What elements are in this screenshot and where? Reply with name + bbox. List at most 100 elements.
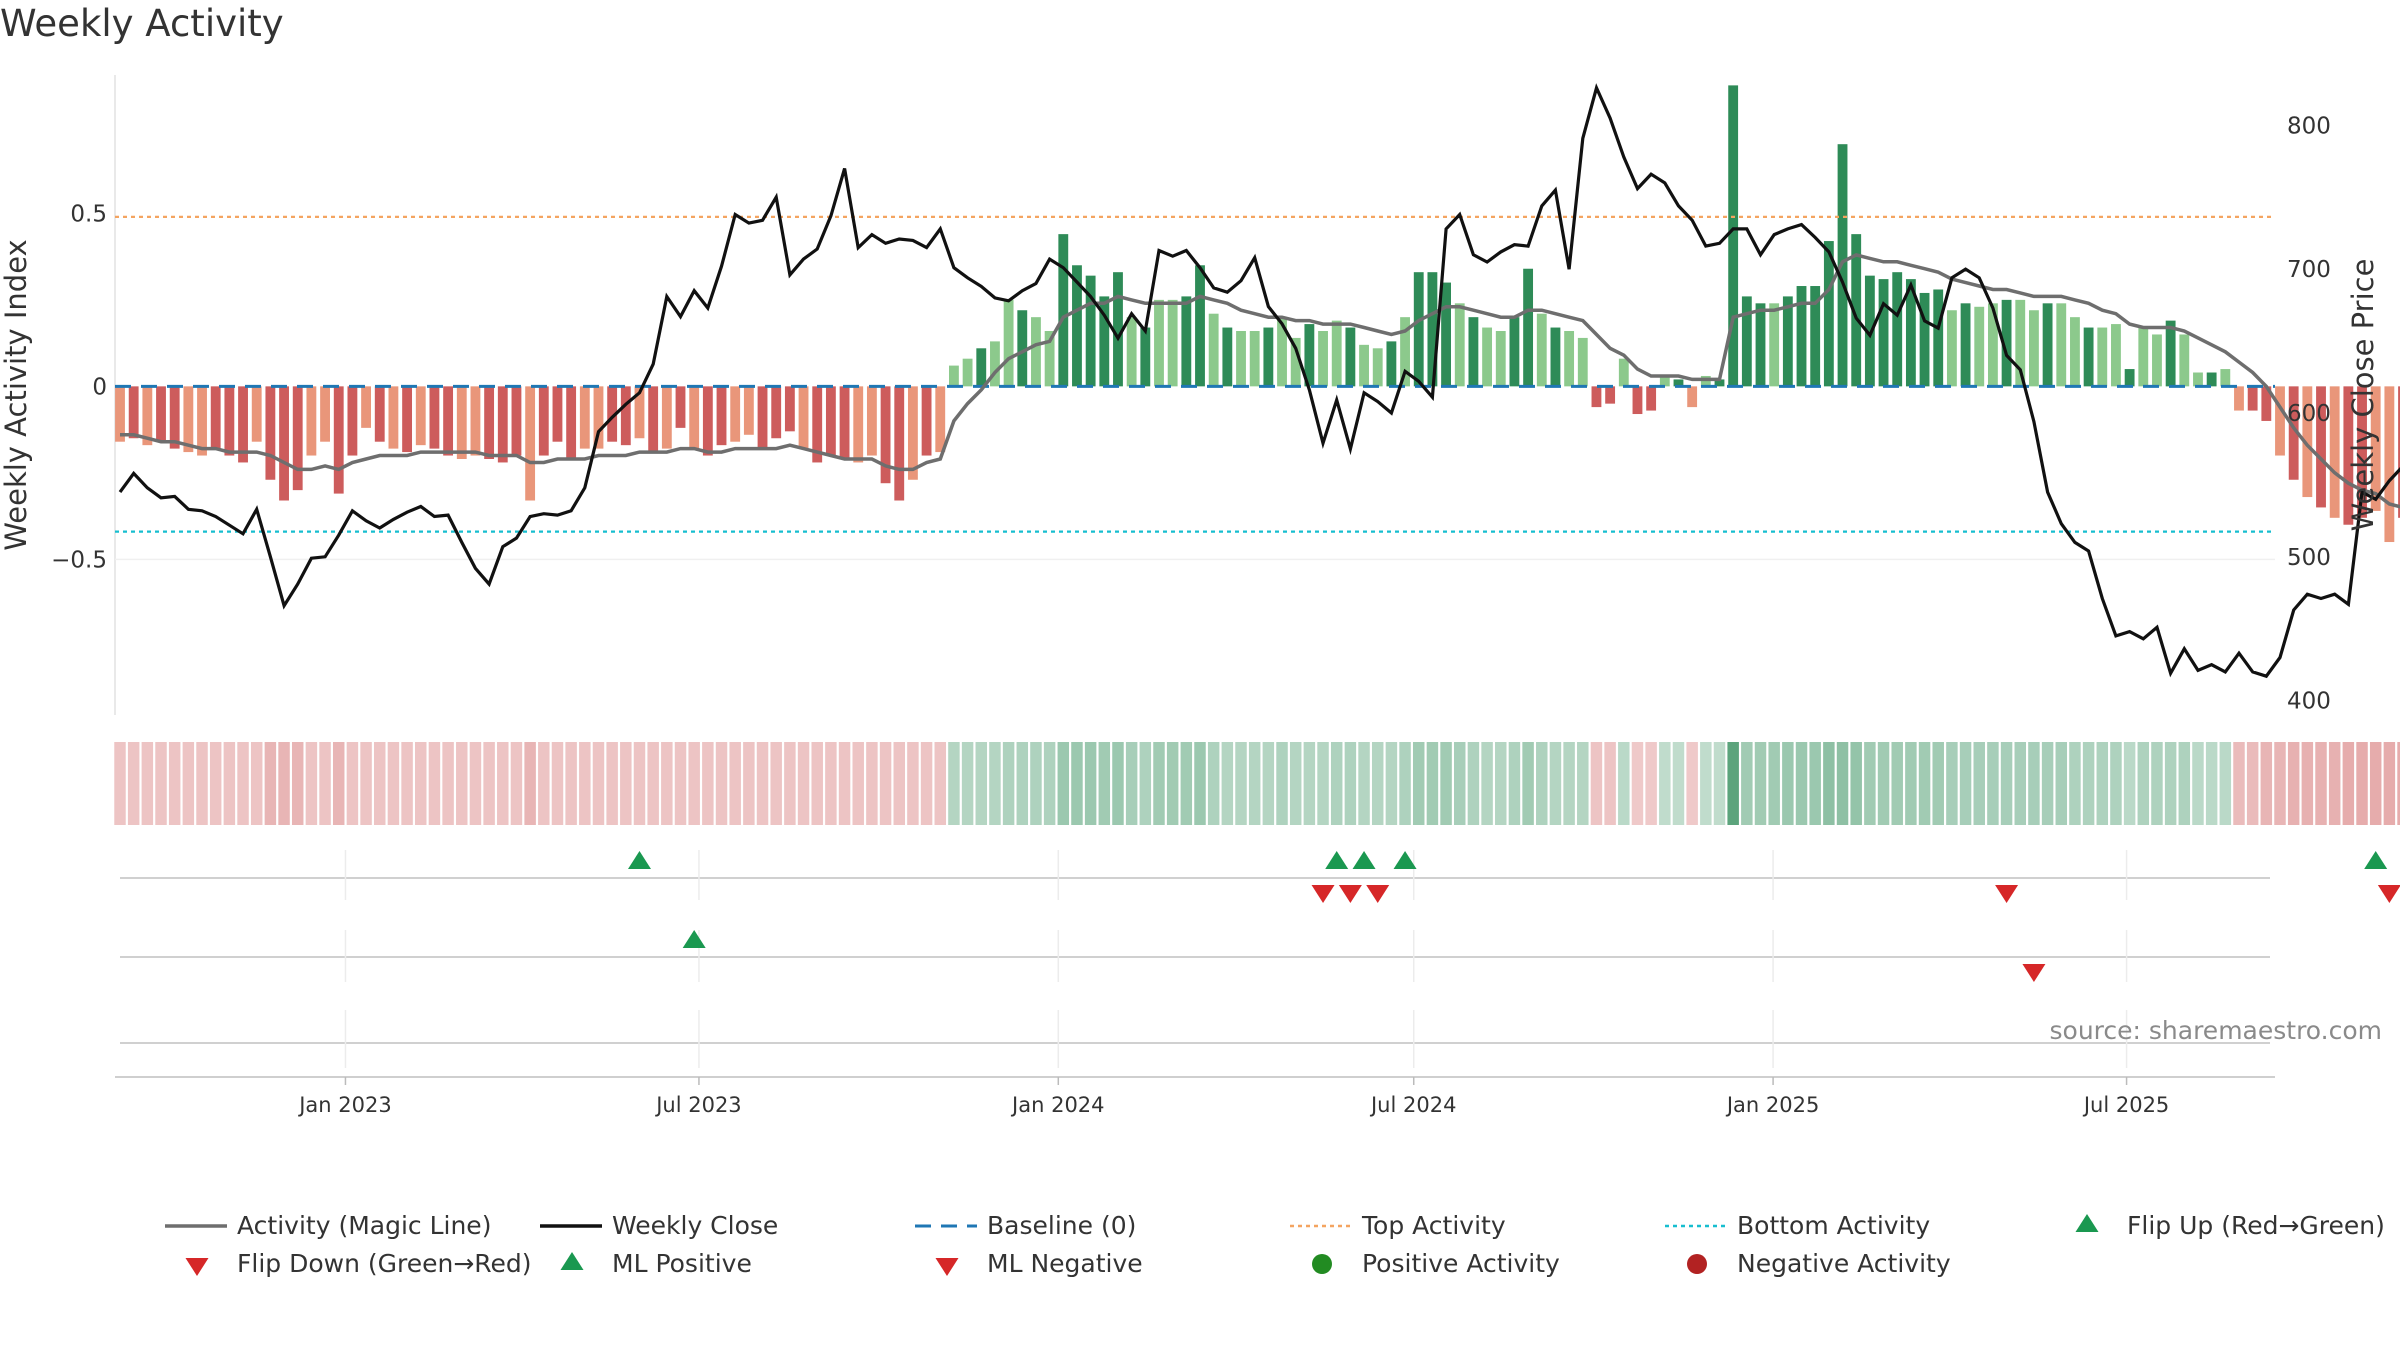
heat-cell	[2328, 742, 2341, 825]
heat-cell	[2205, 742, 2218, 825]
heat-cell	[1180, 742, 1193, 825]
activity-bar	[2111, 324, 2121, 387]
activity-bar	[1673, 379, 1684, 387]
legend-item: ML Positive	[560, 1249, 752, 1278]
heat-cell	[811, 742, 823, 825]
activity-bar	[2001, 299, 2012, 387]
legend-label: Negative Activity	[1737, 1249, 1951, 1278]
flip-down-marker	[1311, 885, 1335, 903]
legend-item: Weekly Close	[540, 1211, 778, 1240]
heat-cell	[688, 742, 700, 825]
activity-bar	[634, 386, 645, 439]
heat-cell	[934, 742, 946, 825]
legend-item: Negative Activity	[1687, 1249, 1951, 1278]
heat-cell	[1795, 742, 1808, 825]
activity-bar	[183, 386, 194, 453]
activity-bar	[1878, 279, 1889, 387]
right-tick-label: 800	[2287, 113, 2331, 139]
activity-bar	[2398, 386, 2400, 518]
heat-cell	[838, 742, 851, 825]
heat-cell	[1823, 742, 1835, 825]
heat-cell	[1317, 742, 1329, 825]
heat-cell	[428, 742, 441, 825]
heat-cell	[2055, 742, 2068, 825]
activity-bar	[1782, 296, 1793, 387]
activity-bar	[1864, 275, 1875, 387]
heat-cell	[2178, 742, 2191, 825]
activity-bar	[1974, 306, 1985, 387]
heat-cell	[524, 742, 536, 825]
activity-bar	[1085, 275, 1096, 387]
heat-cell	[1631, 742, 1644, 825]
left-tick-label: 0	[92, 374, 107, 400]
activity-bar	[279, 386, 289, 501]
heat-cell	[209, 742, 222, 825]
heat-cell	[2246, 742, 2259, 825]
triangle-down-icon	[935, 1258, 959, 1276]
x-tick-label: Jul 2023	[654, 1093, 741, 1117]
heat-cell	[401, 742, 413, 825]
heat-cell	[1959, 742, 1972, 825]
activity-bar	[1536, 313, 1547, 387]
activity-bar	[866, 386, 877, 456]
heat-cell	[346, 742, 359, 825]
right-tick-label: 500	[2287, 545, 2331, 571]
heat-cell	[633, 742, 646, 825]
activity-bar	[921, 386, 932, 456]
activity-bar	[210, 386, 221, 449]
activity-bar	[1181, 296, 1192, 387]
activity-bar	[880, 386, 891, 484]
legend-label: Flip Down (Green→Red)	[237, 1249, 532, 1278]
heat-cell	[1973, 742, 1985, 825]
heat-cell	[1344, 742, 1357, 825]
heat-cell	[1248, 742, 1261, 825]
activity-bar	[1263, 327, 1274, 387]
heat-cell	[1768, 742, 1780, 825]
heat-cell	[1700, 742, 1712, 825]
activity-bar	[1796, 286, 1807, 387]
left-tick-label: 0.5	[70, 201, 107, 227]
activity-bar	[1851, 234, 1862, 387]
heat-cell	[332, 742, 345, 825]
heat-cell	[1262, 742, 1275, 825]
activity-bar	[429, 386, 440, 449]
activity-bar	[374, 386, 385, 442]
heat-cell	[456, 742, 468, 825]
activity-bar	[1304, 324, 1315, 387]
activity-bar	[1755, 303, 1766, 387]
activity-bar	[1659, 375, 1670, 387]
x-tick-label: Jan 2025	[1725, 1093, 1820, 1117]
heat-cell	[1536, 742, 1548, 825]
activity-bar	[402, 386, 413, 453]
heat-cell	[2301, 742, 2314, 825]
heat-cell	[729, 742, 741, 825]
activity-bar	[935, 386, 946, 453]
heat-cell	[1166, 742, 1179, 825]
heat-cell	[1399, 742, 1411, 825]
axes-layer: 0.5 0 −0.5 800 700 600 500 400 Weekly Activity I…	[0, 113, 2382, 1117]
heat-cell	[2315, 742, 2327, 825]
legend-label: Flip Up (Red→Green)	[2127, 1211, 2385, 1240]
heat-cell	[2342, 742, 2355, 825]
activity-bar	[1222, 327, 1233, 387]
activity-bar	[2343, 386, 2354, 525]
heat-cell	[907, 742, 919, 825]
activity-bar	[115, 386, 125, 442]
heat-cell	[1932, 742, 1944, 825]
activity-bar	[2329, 386, 2340, 518]
heat-cell	[141, 742, 154, 825]
activity-bar	[511, 386, 522, 456]
activity-bar	[2247, 386, 2258, 411]
activity-bar	[238, 386, 248, 463]
heat-cell	[852, 742, 864, 825]
x-tick-label: Jan 2023	[297, 1093, 392, 1117]
activity-bar	[1823, 241, 1834, 387]
heat-cell	[2041, 742, 2054, 825]
heat-cell	[360, 742, 372, 825]
heat-cell	[1836, 742, 1849, 825]
activity-bar	[1714, 379, 1725, 387]
heat-cell	[1276, 742, 1288, 825]
heat-cell	[1330, 742, 1343, 825]
heat-cell	[1590, 742, 1603, 825]
heat-cell	[155, 742, 167, 825]
